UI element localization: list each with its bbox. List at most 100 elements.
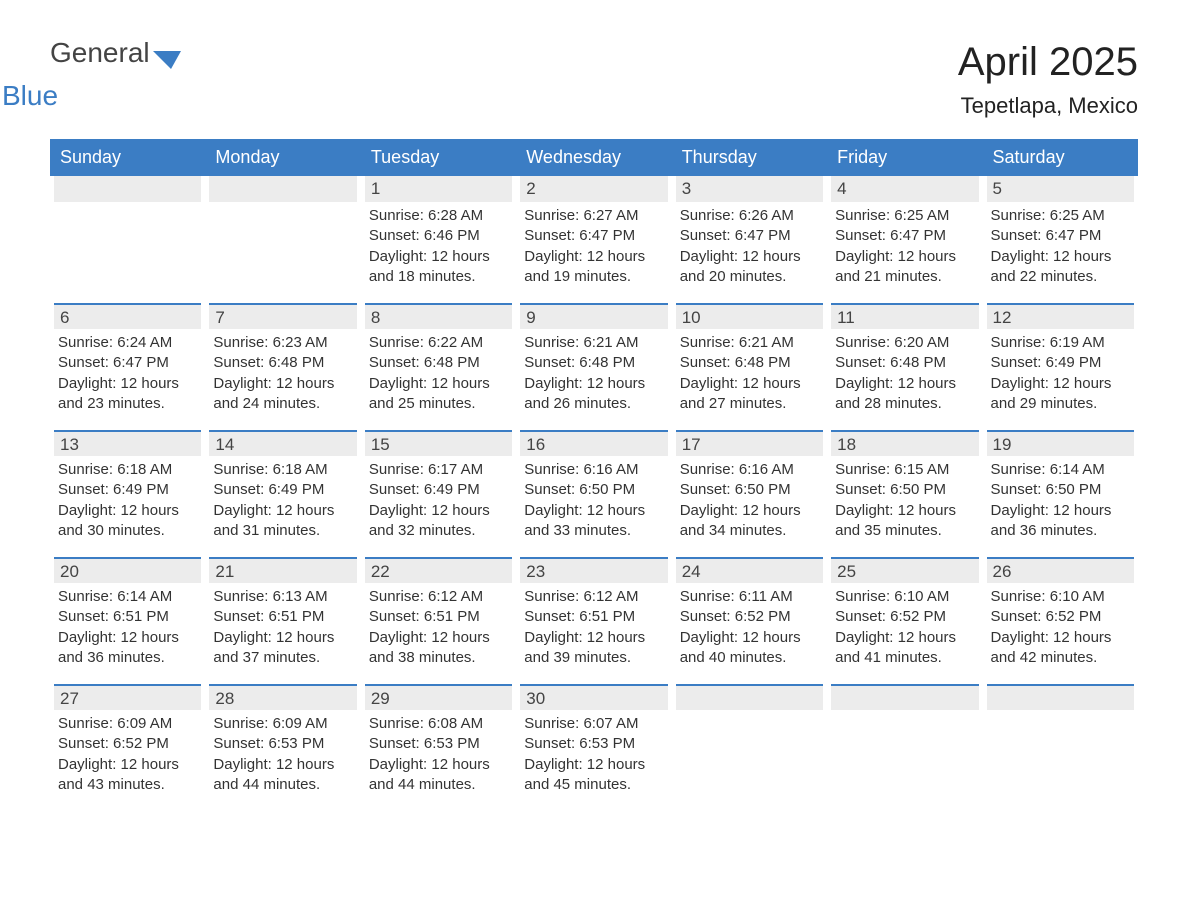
- day-cell: 11Sunrise: 6:20 AMSunset: 6:48 PMDayligh…: [827, 303, 982, 414]
- day-content: Sunrise: 6:09 AMSunset: 6:52 PMDaylight:…: [54, 714, 201, 795]
- day-cell: 10Sunrise: 6:21 AMSunset: 6:48 PMDayligh…: [672, 303, 827, 414]
- day-content: Sunrise: 6:12 AMSunset: 6:51 PMDaylight:…: [365, 587, 512, 668]
- sunrise-text: Sunrise: 6:12 AM: [524, 587, 663, 607]
- sunrise-text: Sunrise: 6:10 AM: [835, 587, 974, 607]
- logo: General Blue: [50, 40, 185, 108]
- day-cell: [827, 684, 982, 795]
- day-content: Sunrise: 6:10 AMSunset: 6:52 PMDaylight:…: [831, 587, 978, 668]
- day-content: Sunrise: 6:16 AMSunset: 6:50 PMDaylight:…: [520, 460, 667, 541]
- day-header: Wednesday: [516, 139, 671, 176]
- calendar: SundayMondayTuesdayWednesdayThursdayFrid…: [50, 139, 1138, 795]
- day-number: [831, 684, 978, 710]
- day-content: Sunrise: 6:08 AMSunset: 6:53 PMDaylight:…: [365, 714, 512, 795]
- day-number: 15: [365, 430, 512, 456]
- day-content: Sunrise: 6:10 AMSunset: 6:52 PMDaylight:…: [987, 587, 1134, 668]
- daylight-text: Daylight: 12 hours and 24 minutes.: [213, 374, 352, 415]
- day-cell: 20Sunrise: 6:14 AMSunset: 6:51 PMDayligh…: [50, 557, 205, 668]
- daylight-text: Daylight: 12 hours and 25 minutes.: [369, 374, 508, 415]
- week-row: 20Sunrise: 6:14 AMSunset: 6:51 PMDayligh…: [50, 557, 1138, 668]
- daylight-text: Daylight: 12 hours and 29 minutes.: [991, 374, 1130, 415]
- day-cell: 1Sunrise: 6:28 AMSunset: 6:46 PMDaylight…: [361, 176, 516, 287]
- day-content: Sunrise: 6:18 AMSunset: 6:49 PMDaylight:…: [209, 460, 356, 541]
- day-number: 29: [365, 684, 512, 710]
- day-cell: 16 Sunrise: 6:16 AMSunset: 6:50 PMDayligh…: [516, 430, 671, 541]
- sunrise-text: Sunrise: 6:12 AM: [369, 587, 508, 607]
- sunset-text: Sunset: 6:50 PM: [524, 480, 663, 500]
- day-number: 14: [209, 430, 356, 456]
- day-content: Sunrise: 6:17 AMSunset: 6:49 PMDaylight:…: [365, 460, 512, 541]
- day-number: 20: [54, 557, 201, 583]
- day-content: Sunrise: 6:27 AMSunset: 6:47 PMDaylight:…: [520, 206, 667, 287]
- day-content: Sunrise: 6:22 AMSunset: 6:48 PMDaylight:…: [365, 333, 512, 414]
- day-number: 6: [54, 303, 201, 329]
- sunset-text: Sunset: 6:51 PM: [369, 607, 508, 627]
- sunrise-text: Sunrise: 6:14 AM: [991, 460, 1130, 480]
- logo-flag-icon: [153, 48, 185, 80]
- day-number: [676, 684, 823, 710]
- day-number: [54, 176, 201, 202]
- daylight-text: Daylight: 12 hours and 27 minutes.: [680, 374, 819, 415]
- sunrise-text: Sunrise: 6:25 AM: [835, 206, 974, 226]
- day-cell: 9Sunrise: 6:21 AMSunset: 6:48 PMDaylight…: [516, 303, 671, 414]
- day-cell: 2 Sunrise: 6:27 AMSunset: 6:47 PMDaylight…: [516, 176, 671, 287]
- day-number: 3: [676, 176, 823, 202]
- location-label: Tepetlapa, Mexico: [958, 93, 1138, 119]
- daylight-text: Daylight: 12 hours and 44 minutes.: [369, 755, 508, 796]
- daylight-text: Daylight: 12 hours and 44 minutes.: [213, 755, 352, 796]
- day-cell: 14 Sunrise: 6:18 AMSunset: 6:49 PMDayligh…: [205, 430, 360, 541]
- logo-text: General Blue: [50, 40, 150, 108]
- day-cell: 6Sunrise: 6:24 AMSunset: 6:47 PMDaylight…: [50, 303, 205, 414]
- daylight-text: Daylight: 12 hours and 20 minutes.: [680, 247, 819, 288]
- sunset-text: Sunset: 6:51 PM: [213, 607, 352, 627]
- day-number: 4: [831, 176, 978, 202]
- daylight-text: Daylight: 12 hours and 26 minutes.: [524, 374, 663, 415]
- day-content: Sunrise: 6:07 AMSunset: 6:53 PMDaylight:…: [520, 714, 667, 795]
- day-header: Monday: [205, 139, 360, 176]
- day-header: Saturday: [983, 139, 1138, 176]
- week-row: 1Sunrise: 6:28 AMSunset: 6:46 PMDaylight…: [50, 176, 1138, 287]
- day-number: 2: [520, 176, 667, 202]
- sunset-text: Sunset: 6:52 PM: [991, 607, 1130, 627]
- day-number: 18: [831, 430, 978, 456]
- day-cell: 13Sunrise: 6:18 AMSunset: 6:49 PMDayligh…: [50, 430, 205, 541]
- sunset-text: Sunset: 6:48 PM: [369, 353, 508, 373]
- day-number: 16: [520, 430, 667, 456]
- day-number: 9: [520, 303, 667, 329]
- sunset-text: Sunset: 6:48 PM: [680, 353, 819, 373]
- day-content: Sunrise: 6:26 AMSunset: 6:47 PMDaylight:…: [676, 206, 823, 287]
- day-cell: 19Sunrise: 6:14 AMSunset: 6:50 PMDayligh…: [983, 430, 1138, 541]
- day-cell: 26 Sunrise: 6:10 AMSunset: 6:52 PMDayligh…: [983, 557, 1138, 668]
- daylight-text: Daylight: 12 hours and 34 minutes.: [680, 501, 819, 542]
- day-content: Sunrise: 6:14 AMSunset: 6:50 PMDaylight:…: [987, 460, 1134, 541]
- day-content: Sunrise: 6:20 AMSunset: 6:48 PMDaylight:…: [831, 333, 978, 414]
- title-block: April 2025 Tepetlapa, Mexico: [958, 40, 1138, 119]
- week-row: 27Sunrise: 6:09 AMSunset: 6:52 PMDayligh…: [50, 684, 1138, 795]
- sunrise-text: Sunrise: 6:11 AM: [680, 587, 819, 607]
- sunset-text: Sunset: 6:53 PM: [524, 734, 663, 754]
- sunset-text: Sunset: 6:52 PM: [835, 607, 974, 627]
- day-cell: 7Sunrise: 6:23 AMSunset: 6:48 PMDaylight…: [205, 303, 360, 414]
- day-number: [209, 176, 356, 202]
- daylight-text: Daylight: 12 hours and 19 minutes.: [524, 247, 663, 288]
- day-content: Sunrise: 6:15 AMSunset: 6:50 PMDaylight:…: [831, 460, 978, 541]
- daylight-text: Daylight: 12 hours and 37 minutes.: [213, 628, 352, 669]
- day-header: Sunday: [50, 139, 205, 176]
- daylight-text: Daylight: 12 hours and 21 minutes.: [835, 247, 974, 288]
- day-cell: 18 Sunrise: 6:15 AMSunset: 6:50 PMDayligh…: [827, 430, 982, 541]
- daylight-text: Daylight: 12 hours and 38 minutes.: [369, 628, 508, 669]
- day-number: 26: [987, 557, 1134, 583]
- day-cell: 12Sunrise: 6:19 AMSunset: 6:49 PMDayligh…: [983, 303, 1138, 414]
- sunrise-text: Sunrise: 6:17 AM: [369, 460, 508, 480]
- daylight-text: Daylight: 12 hours and 32 minutes.: [369, 501, 508, 542]
- sunset-text: Sunset: 6:47 PM: [524, 226, 663, 246]
- day-content: Sunrise: 6:25 AMSunset: 6:47 PMDaylight:…: [987, 206, 1134, 287]
- sunset-text: Sunset: 6:47 PM: [680, 226, 819, 246]
- sunset-text: Sunset: 6:48 PM: [524, 353, 663, 373]
- sunrise-text: Sunrise: 6:10 AM: [991, 587, 1130, 607]
- sunset-text: Sunset: 6:47 PM: [58, 353, 197, 373]
- sunrise-text: Sunrise: 6:14 AM: [58, 587, 197, 607]
- day-number: 23: [520, 557, 667, 583]
- sunset-text: Sunset: 6:49 PM: [213, 480, 352, 500]
- daylight-text: Daylight: 12 hours and 31 minutes.: [213, 501, 352, 542]
- day-number: 8: [365, 303, 512, 329]
